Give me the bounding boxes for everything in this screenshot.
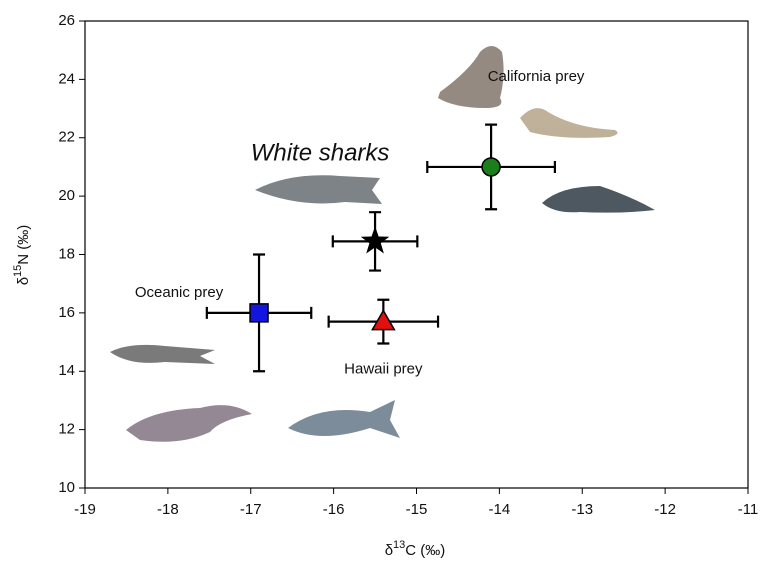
y-axis-label: δ15N (‰) — [12, 225, 32, 286]
x-tick-label: -17 — [240, 501, 262, 518]
series-label: Oceanic prey — [135, 284, 224, 301]
x-tick-label: -16 — [323, 501, 345, 518]
marker — [249, 303, 269, 323]
y-tick-label: 12 — [58, 421, 75, 438]
y-tick-label: 26 — [58, 12, 75, 29]
elephant-seal — [438, 46, 504, 108]
monk-seal — [520, 108, 618, 138]
marker — [481, 157, 501, 177]
x-tick-label: -18 — [157, 501, 179, 518]
y-tick-label: 18 — [58, 245, 75, 262]
marker — [371, 309, 396, 331]
x-tick-label: -13 — [571, 501, 593, 518]
x-tick-label: -15 — [406, 501, 428, 518]
series-label: White sharks — [251, 140, 390, 167]
y-tick-label: 24 — [58, 70, 75, 87]
illustrations — [110, 46, 655, 442]
series-label: California prey — [488, 68, 585, 85]
series-label: Hawaii prey — [344, 361, 423, 378]
x-tick-label: -11 — [738, 501, 759, 518]
x-tick-label: -14 — [489, 501, 511, 518]
y-tick-label: 16 — [58, 304, 75, 321]
porpoise — [542, 186, 655, 213]
x-axis-label: δ13C (‰) — [385, 539, 446, 559]
y-tick-label: 10 — [58, 479, 75, 496]
tuna — [288, 400, 400, 438]
shark — [255, 175, 382, 204]
y-tick-label: 22 — [58, 129, 75, 146]
x-tick-label: -19 — [74, 501, 96, 518]
x-tick-label: -12 — [654, 501, 676, 518]
squid — [110, 344, 215, 364]
y-tick-label: 14 — [58, 362, 75, 379]
marker — [360, 226, 390, 254]
y-tick-label: 20 — [58, 187, 75, 204]
whale — [126, 405, 252, 442]
